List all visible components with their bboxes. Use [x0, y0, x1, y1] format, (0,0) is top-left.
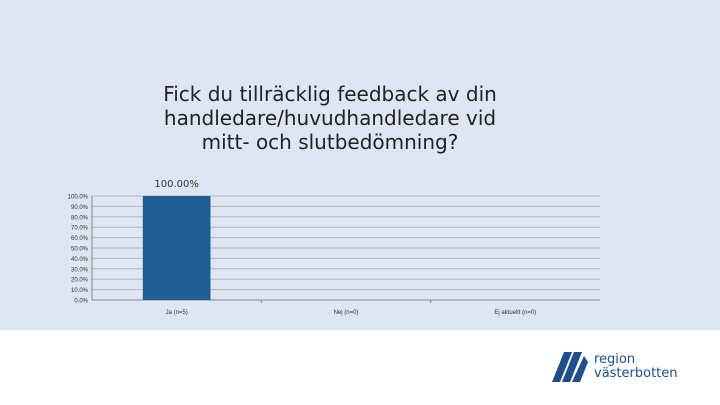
- logo-line-2: västerbotten: [594, 366, 678, 381]
- x-tick-label: Ej aktuellt (n=0): [494, 310, 536, 316]
- data-label: 100.00%: [154, 179, 199, 190]
- region-vasterbotten-logo: region västerbotten: [552, 350, 678, 384]
- chart-panel: [0, 0, 720, 330]
- y-tick-label: 10.0%: [71, 288, 89, 294]
- y-tick-labels: 0.0% 10.0% 20.0% 30.0% 40.0% 50.0% 60.0% 70.0% 8…: [68, 195, 89, 305]
- y-tick-label: 50.0%: [71, 247, 89, 253]
- x-tick-label: Ja (n=5): [166, 310, 188, 316]
- x-tick-labels: Ja (n=5) Nej (n=0) Ej aktuellt (n=0): [166, 310, 537, 316]
- gridlines: [91, 195, 600, 303]
- logo-text: region västerbotten: [594, 353, 678, 381]
- y-tick-label: 60.0%: [71, 236, 89, 242]
- x-tick-label: Nej (n=0): [334, 310, 359, 316]
- chart-title: Fick du tillräcklig feedback av din hand…: [163, 82, 497, 154]
- y-tick-label: 100.0%: [68, 195, 89, 201]
- y-tick-label: 20.0%: [71, 278, 89, 284]
- y-tick-label: 80.0%: [71, 215, 89, 221]
- data-labels: 100.00%: [154, 179, 199, 190]
- y-tick-label: 40.0%: [71, 257, 89, 263]
- logo-line-1: region: [594, 352, 636, 367]
- bar-chart: 0.0% 10.0% 20.0% 30.0% 40.0% 50.0% 60.0% 70.0% 8…: [68, 179, 600, 316]
- y-tick-label: 0.0%: [74, 299, 88, 305]
- bars: [142, 196, 211, 300]
- logo-mark-icon: [552, 352, 588, 382]
- y-tick-label: 70.0%: [71, 226, 89, 232]
- bar: [142, 196, 211, 300]
- y-tick-label: 90.0%: [71, 205, 89, 211]
- y-tick-label: 30.0%: [71, 267, 89, 273]
